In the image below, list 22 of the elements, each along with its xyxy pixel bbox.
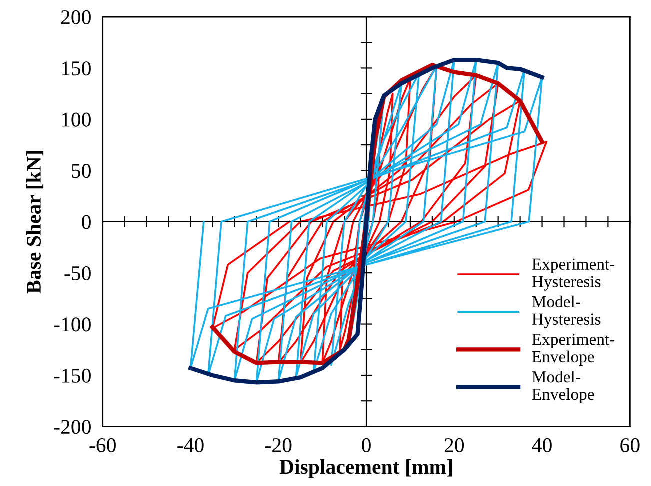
y-tick-label: 150 bbox=[62, 62, 91, 76]
x-tick-label: 40 bbox=[532, 438, 552, 452]
y-axis-title: Base Shear [kN] bbox=[26, 151, 44, 294]
x-tick-label: 20 bbox=[444, 438, 464, 452]
x-tick-label: -20 bbox=[266, 438, 292, 452]
y-tick-label: 0 bbox=[82, 215, 91, 230]
legend-label: Experiment- Hysteresis bbox=[532, 258, 615, 291]
y-tick-label: 100 bbox=[62, 112, 91, 127]
y-tick-label: -200 bbox=[54, 420, 91, 434]
x-tick-label: 0 bbox=[362, 438, 371, 452]
y-tick-label: -150 bbox=[54, 368, 91, 383]
y-tick-label: -100 bbox=[54, 318, 91, 332]
x-tick-label: -60 bbox=[90, 438, 116, 452]
legend-label: Experiment- Envelope bbox=[532, 334, 615, 366]
x-tick-label: 60 bbox=[620, 438, 640, 452]
y-tick-label: 50 bbox=[72, 164, 91, 178]
x-tick-label: -40 bbox=[178, 438, 204, 452]
y-tick-label: 200 bbox=[61, 10, 91, 24]
legend-label: Model- Hysteresis bbox=[532, 296, 601, 328]
x-axis-title: Displacement [mm] bbox=[280, 459, 452, 478]
y-tick-label: -50 bbox=[64, 266, 91, 281]
legend-label: Model- Envelope bbox=[532, 370, 594, 404]
